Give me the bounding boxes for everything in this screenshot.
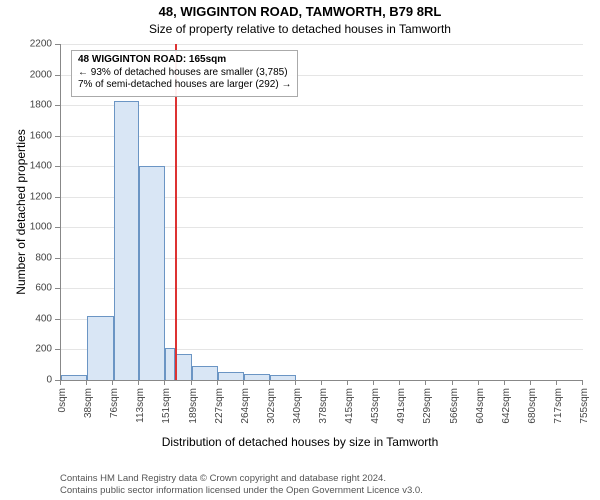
footer-line-1: Contains HM Land Registry data © Crown c… bbox=[60, 473, 423, 484]
page-title: 48, WIGGINTON ROAD, TAMWORTH, B79 8RL bbox=[0, 4, 600, 19]
y-tick-mark bbox=[55, 227, 60, 228]
y-tick-mark bbox=[55, 105, 60, 106]
x-tick-label: 378sqm bbox=[318, 388, 329, 424]
x-tick-mark bbox=[399, 380, 400, 385]
x-tick-label: 340sqm bbox=[292, 388, 303, 424]
x-tick-label: 227sqm bbox=[214, 388, 225, 424]
gridline bbox=[61, 44, 583, 45]
x-tick-mark bbox=[373, 380, 374, 385]
x-tick-mark bbox=[425, 380, 426, 385]
y-tick-mark bbox=[55, 258, 60, 259]
y-tick-mark bbox=[55, 197, 60, 198]
annotation-box: 48 WIGGINTON ROAD: 165sqm← 93% of detach… bbox=[71, 50, 298, 97]
y-tick-mark bbox=[55, 136, 60, 137]
x-tick-mark bbox=[269, 380, 270, 385]
x-tick-label: 604sqm bbox=[475, 388, 486, 424]
x-tick-label: 264sqm bbox=[240, 388, 251, 424]
x-tick-label: 566sqm bbox=[449, 388, 460, 424]
x-tick-label: 189sqm bbox=[188, 388, 199, 424]
x-tick-label: 755sqm bbox=[579, 388, 590, 424]
histogram-bar bbox=[139, 166, 165, 380]
y-tick-label: 1600 bbox=[22, 130, 52, 141]
histogram-bar bbox=[244, 374, 270, 380]
x-tick-mark bbox=[243, 380, 244, 385]
annotation-line-2: ← 93% of detached houses are smaller (3,… bbox=[78, 67, 291, 80]
x-tick-label: 453sqm bbox=[370, 388, 381, 424]
y-tick-mark bbox=[55, 44, 60, 45]
y-tick-mark bbox=[55, 75, 60, 76]
histogram-bar bbox=[114, 101, 140, 380]
attribution-footer: Contains HM Land Registry data © Crown c… bbox=[60, 473, 423, 496]
x-tick-mark bbox=[138, 380, 139, 385]
x-tick-label: 529sqm bbox=[422, 388, 433, 424]
footer-line-2: Contains public sector information licen… bbox=[60, 485, 423, 496]
x-tick-mark bbox=[347, 380, 348, 385]
gridline bbox=[61, 136, 583, 137]
x-tick-mark bbox=[452, 380, 453, 385]
histogram-bar bbox=[270, 375, 296, 380]
y-tick-label: 400 bbox=[22, 313, 52, 324]
x-tick-mark bbox=[295, 380, 296, 385]
x-tick-mark bbox=[217, 380, 218, 385]
y-tick-label: 2000 bbox=[22, 69, 52, 80]
x-axis-label: Distribution of detached houses by size … bbox=[0, 435, 600, 449]
y-tick-label: 1800 bbox=[22, 100, 52, 111]
x-tick-mark bbox=[582, 380, 583, 385]
x-tick-mark bbox=[191, 380, 192, 385]
x-tick-label: 415sqm bbox=[344, 388, 355, 424]
y-tick-label: 600 bbox=[22, 283, 52, 294]
histogram-bar bbox=[165, 348, 175, 380]
x-tick-mark bbox=[504, 380, 505, 385]
y-tick-mark bbox=[55, 166, 60, 167]
y-tick-mark bbox=[55, 288, 60, 289]
y-tick-label: 200 bbox=[22, 344, 52, 355]
y-tick-label: 2200 bbox=[22, 39, 52, 50]
x-tick-label: 302sqm bbox=[266, 388, 277, 424]
x-tick-mark bbox=[60, 380, 61, 385]
annotation-line-3: 7% of semi-detached houses are larger (2… bbox=[78, 79, 291, 92]
gridline bbox=[61, 105, 583, 106]
x-tick-mark bbox=[530, 380, 531, 385]
histogram-bar bbox=[218, 372, 244, 380]
x-tick-mark bbox=[556, 380, 557, 385]
x-tick-mark bbox=[112, 380, 113, 385]
x-tick-label: 0sqm bbox=[57, 388, 68, 412]
y-tick-label: 1200 bbox=[22, 191, 52, 202]
x-tick-label: 151sqm bbox=[161, 388, 172, 424]
page-subtitle: Size of property relative to detached ho… bbox=[0, 22, 600, 36]
x-tick-label: 38sqm bbox=[83, 388, 94, 418]
histogram-bar bbox=[192, 366, 218, 380]
x-tick-label: 113sqm bbox=[135, 388, 146, 423]
y-tick-mark bbox=[55, 319, 60, 320]
x-tick-mark bbox=[86, 380, 87, 385]
x-tick-label: 491sqm bbox=[396, 388, 407, 424]
x-tick-label: 642sqm bbox=[501, 388, 512, 424]
y-tick-label: 1000 bbox=[22, 222, 52, 233]
x-tick-mark bbox=[164, 380, 165, 385]
x-tick-label: 717sqm bbox=[553, 388, 564, 424]
page-root: { "titles": { "line1": "48, WIGGINTON RO… bbox=[0, 0, 600, 500]
x-tick-label: 680sqm bbox=[527, 388, 538, 424]
histogram-bar bbox=[175, 354, 192, 380]
x-tick-mark bbox=[321, 380, 322, 385]
y-tick-label: 1400 bbox=[22, 161, 52, 172]
y-tick-label: 800 bbox=[22, 252, 52, 263]
x-tick-label: 76sqm bbox=[109, 388, 120, 418]
histogram-bar bbox=[87, 316, 113, 380]
y-axis-label: Number of detached properties bbox=[14, 129, 28, 294]
annotation-line-1: 48 WIGGINTON ROAD: 165sqm bbox=[78, 54, 291, 67]
x-tick-mark bbox=[478, 380, 479, 385]
y-tick-label: 0 bbox=[22, 375, 52, 386]
histogram-bar bbox=[61, 375, 87, 380]
chart-plot-area: 48 WIGGINTON ROAD: 165sqm← 93% of detach… bbox=[60, 44, 583, 381]
y-tick-mark bbox=[55, 349, 60, 350]
